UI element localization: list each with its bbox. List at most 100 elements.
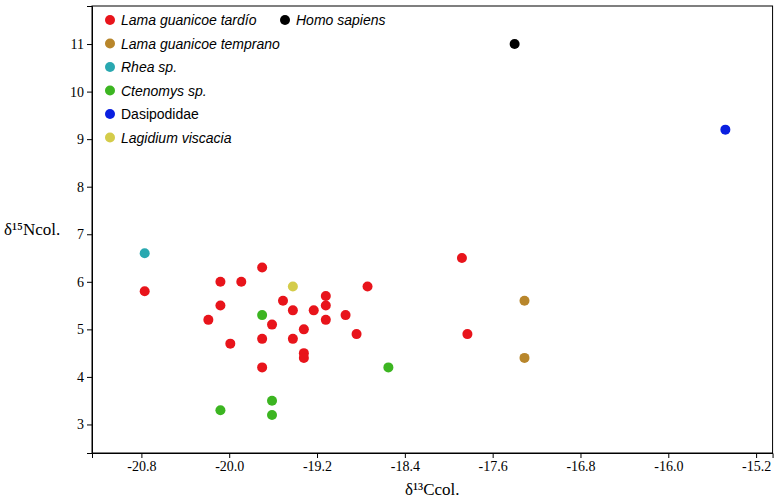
legend-label: Rhea sp. bbox=[121, 59, 177, 75]
series bbox=[215, 310, 393, 420]
point bbox=[720, 125, 730, 135]
legend-swatch bbox=[105, 109, 115, 119]
y-axis: 3 4 5 6 7 8 9 10 11 bbox=[70, 7, 93, 454]
x-tick: -20.0 bbox=[215, 453, 244, 474]
y-tick: 9 bbox=[77, 132, 92, 147]
point bbox=[267, 320, 277, 330]
point bbox=[519, 296, 529, 306]
x-axis-title: δ¹³Ccol. bbox=[405, 480, 460, 499]
x-tick-label: -20.0 bbox=[215, 459, 244, 474]
legend-label: Lama guanicoe tardío bbox=[121, 12, 257, 28]
x-tick-mark bbox=[141, 453, 142, 458]
y-tick-label: 9 bbox=[77, 132, 84, 147]
point bbox=[352, 329, 362, 339]
y-tick: 5 bbox=[77, 322, 92, 337]
point bbox=[267, 410, 277, 420]
y-tick-label: 11 bbox=[71, 37, 84, 52]
point bbox=[203, 315, 213, 325]
y-tick-mark bbox=[87, 234, 92, 235]
point bbox=[257, 362, 267, 372]
y-tick-mark bbox=[87, 424, 92, 425]
y-tick-label: 8 bbox=[77, 180, 84, 195]
series bbox=[510, 39, 520, 49]
point bbox=[321, 301, 331, 311]
legend-label: Dasipodidae bbox=[121, 106, 199, 122]
y-tick: 10 bbox=[70, 85, 92, 100]
y-axis-title: δ¹⁵Ncol. bbox=[4, 220, 60, 239]
point bbox=[519, 353, 529, 363]
legend-label: Lagidium viscacia bbox=[121, 130, 232, 146]
y-tick: 6 bbox=[77, 275, 92, 290]
legend-label: Lama guanicoe temprano bbox=[121, 36, 280, 52]
point bbox=[278, 296, 288, 306]
y-tick-label: 4 bbox=[77, 370, 84, 385]
x-tick-label: -20.8 bbox=[127, 459, 156, 474]
x-tick: -20.8 bbox=[127, 453, 156, 474]
point bbox=[236, 277, 246, 287]
y-tick-mark bbox=[87, 282, 92, 283]
x-tick: -15.2 bbox=[742, 453, 771, 474]
y-tick-label: 5 bbox=[77, 322, 84, 337]
point bbox=[140, 248, 150, 258]
legend-item: Dasipodidae bbox=[105, 106, 199, 122]
point bbox=[321, 291, 331, 301]
x-tick-mark bbox=[229, 453, 230, 458]
x-tick-label: -16.0 bbox=[654, 459, 683, 474]
x-tick-label: -17.6 bbox=[479, 459, 508, 474]
point bbox=[299, 324, 309, 334]
point bbox=[321, 315, 331, 325]
x-tick: -16.0 bbox=[654, 453, 683, 474]
x-tick-label: -18.4 bbox=[391, 459, 420, 474]
point bbox=[257, 263, 267, 273]
point bbox=[267, 396, 277, 406]
chart: δ¹⁵Ncol. -20.8 -20.0 -19.2 -18.4 -17.6 -16.8 -1… bbox=[0, 0, 781, 503]
point bbox=[140, 286, 150, 296]
legend-item: Lama guanicoe tardío bbox=[105, 12, 257, 28]
point bbox=[225, 339, 235, 349]
y-tick-label: 6 bbox=[77, 275, 84, 290]
legend: Lama guanicoe tardío Lama guanicoe tempra… bbox=[105, 12, 386, 146]
x-tick-label: -19.2 bbox=[303, 459, 332, 474]
x-axis-line bbox=[93, 454, 774, 459]
plot-frame bbox=[92, 6, 773, 453]
series bbox=[140, 253, 473, 372]
y-tick-label: 10 bbox=[70, 85, 84, 100]
points bbox=[140, 39, 731, 420]
point bbox=[288, 334, 298, 344]
series bbox=[288, 282, 298, 292]
legend-item: Ctenomys sp. bbox=[105, 83, 207, 99]
point bbox=[299, 353, 309, 363]
y-tick: 8 bbox=[77, 180, 92, 195]
legend-item: Homo sapiens bbox=[280, 12, 386, 28]
y-tick: 7 bbox=[77, 227, 92, 242]
y-tick-mark bbox=[87, 44, 92, 45]
legend-swatch bbox=[105, 62, 115, 72]
point bbox=[215, 301, 225, 311]
legend-label: Homo sapiens bbox=[296, 12, 386, 28]
series bbox=[720, 125, 730, 135]
y-tick-mark bbox=[87, 139, 92, 140]
x-tick-mark bbox=[317, 453, 318, 458]
x-tick: -18.4 bbox=[391, 453, 420, 474]
y-tick-label: 3 bbox=[77, 417, 84, 432]
x-tick: -19.2 bbox=[303, 453, 332, 474]
x-tick-mark bbox=[580, 453, 581, 458]
point bbox=[309, 305, 319, 315]
y-tick-mark bbox=[87, 92, 92, 93]
y-tick: 11 bbox=[71, 37, 92, 52]
legend-swatch bbox=[105, 39, 115, 49]
y-tick-mark bbox=[87, 377, 92, 378]
x-tick-mark bbox=[493, 453, 494, 458]
point bbox=[257, 334, 267, 344]
legend-item: Lama guanicoe temprano bbox=[105, 36, 280, 52]
x-tick-label: -16.8 bbox=[566, 459, 595, 474]
legend-swatch bbox=[105, 15, 115, 25]
y-tick: 3 bbox=[77, 417, 92, 432]
point bbox=[288, 282, 298, 292]
y-axis-line bbox=[87, 7, 93, 454]
point bbox=[288, 305, 298, 315]
x-tick-mark bbox=[668, 453, 669, 458]
point bbox=[510, 39, 520, 49]
legend-swatch bbox=[280, 15, 290, 25]
y-tick-label: 7 bbox=[77, 227, 84, 242]
